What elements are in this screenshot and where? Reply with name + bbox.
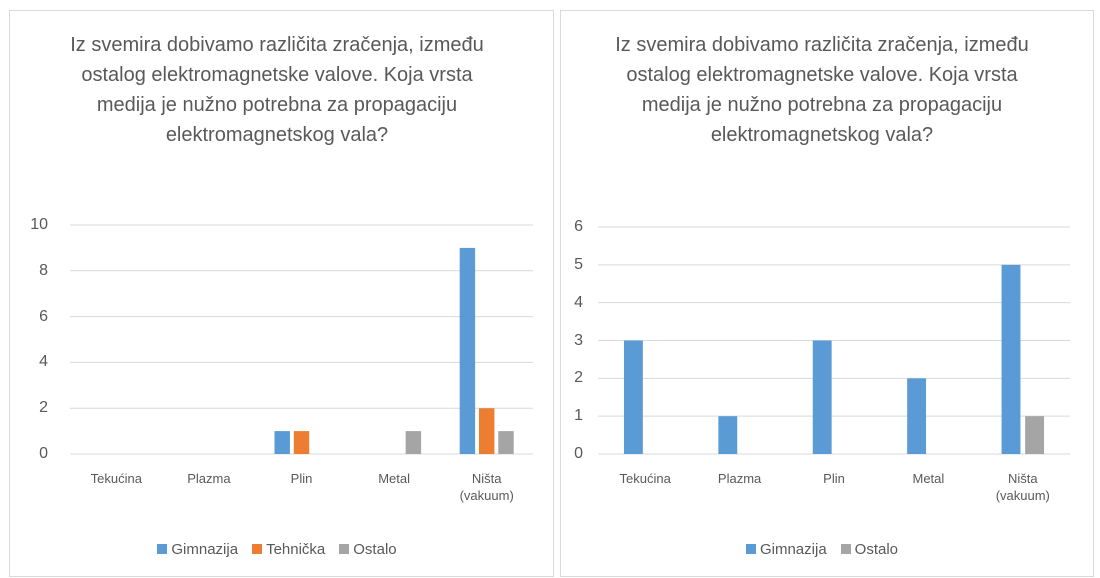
bar: [718, 416, 738, 454]
legend-item: Gimnazija: [157, 541, 238, 558]
y-tick-label: 5: [574, 255, 583, 273]
legend-swatch: [339, 544, 350, 554]
bar: [405, 431, 422, 454]
y-tick-label: 8: [39, 261, 48, 279]
x-tick-label: Ništa (vakuum): [995, 471, 1050, 503]
legend-swatch: [157, 544, 168, 554]
legend-swatch: [745, 544, 756, 554]
legend-item: Gimnazija: [745, 540, 827, 558]
y-tick-label: 3: [574, 331, 583, 349]
x-tick-label: Ništa (vakuum): [459, 471, 514, 503]
y-tick-label: 1: [574, 407, 583, 425]
bar: [623, 340, 643, 454]
y-tick-label: 4: [574, 293, 583, 311]
legend-swatch: [840, 544, 851, 554]
legend: Gimnazija Tehnička Ostalo: [57, 539, 497, 559]
bar: [293, 431, 310, 454]
bar: [1025, 416, 1045, 454]
bar: [1001, 264, 1021, 454]
y-tick-label: 2: [574, 369, 583, 387]
legend-item: Tehnička: [252, 541, 325, 558]
bar: [812, 340, 832, 454]
x-tick-label: Metal: [378, 471, 410, 486]
y-tick-label: 6: [39, 307, 48, 325]
bar: [478, 408, 495, 454]
legend-label: Gimnazija: [759, 540, 827, 558]
y-tick-label: 0: [574, 445, 583, 462]
legend-item: Ostalo: [840, 540, 899, 558]
chart-panel: [9, 10, 554, 577]
y-tick-label: 4: [39, 353, 48, 371]
x-tick-label: Plin: [290, 471, 313, 486]
x-tick-label: Metal: [912, 471, 945, 486]
bar: [459, 247, 476, 454]
chart-panel: [560, 10, 1094, 577]
legend-swatch: [252, 544, 263, 554]
bar: [498, 431, 514, 454]
x-tick-label: Plazma: [717, 471, 762, 486]
x-tick-label: Plin: [823, 471, 845, 486]
chart-title: Iz svemira dobivamo različita zračenja, …: [615, 34, 1029, 146]
y-tick-label: 10: [30, 216, 48, 233]
bar: [274, 431, 290, 454]
legend-label: Ostalo: [854, 540, 899, 558]
x-tick-label: Plazma: [187, 471, 231, 486]
chart-title: Iz svemira dobivamo različita zračenja, …: [70, 34, 484, 146]
legend-label: Ostalo: [353, 540, 397, 558]
legend-label: Tehnička: [266, 540, 326, 558]
y-tick-label: 6: [574, 218, 583, 235]
y-tick-label: 0: [39, 445, 48, 462]
legend-label: Gimnazija: [171, 540, 239, 558]
bar: [907, 378, 927, 454]
x-tick-label: Tekućina: [90, 471, 142, 486]
legend-item: Ostalo: [339, 540, 397, 558]
y-tick-label: 2: [39, 399, 48, 417]
legend: Gimnazija Ostalo: [602, 539, 1042, 559]
x-tick-label: Tekućina: [619, 471, 671, 486]
